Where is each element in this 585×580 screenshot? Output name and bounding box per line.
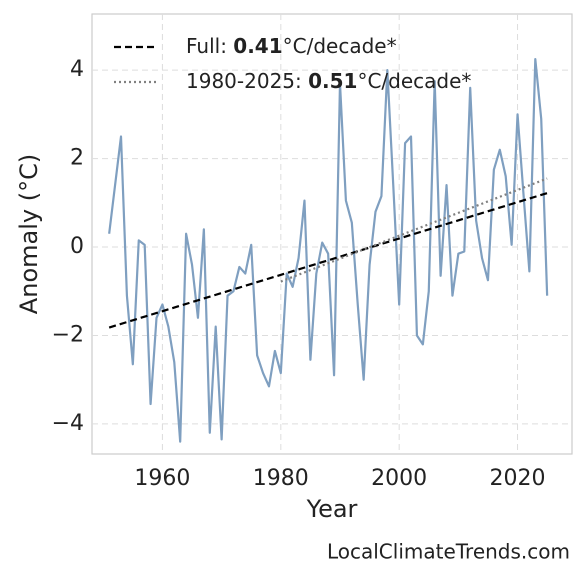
y-axis-label: Anomaly (°C) [15,154,43,314]
grid [92,14,572,454]
legend-text: °C/decade* [283,34,397,58]
y-tick-label: −2 [52,322,84,347]
y-tick-label: 4 [70,57,84,82]
x-axis-label: Year [306,495,358,523]
x-tick-label: 2000 [371,466,427,491]
legend-text: Full: [186,34,233,58]
legend-text: °C/decade* [357,69,471,93]
x-tick-label: 1960 [134,466,190,491]
x-tick-label: 1980 [253,466,309,491]
legend-text: 1980-2025: [186,69,308,93]
data-line [108,58,549,443]
y-tick-label: −4 [52,411,84,436]
plot-frame [91,13,573,455]
legend-text: 0.51 [308,69,357,93]
legend-text: 0.41 [233,34,282,58]
watermark: LocalClimateTrends.com [327,540,570,564]
legend-label: 1980-2025: 0.51°C/decade* [186,69,471,93]
y-tick-label: 0 [70,234,84,259]
y-tick-label: 2 [70,146,84,171]
x-tick-label: 2020 [490,466,546,491]
legend-label: Full: 0.41°C/decade* [186,34,397,58]
